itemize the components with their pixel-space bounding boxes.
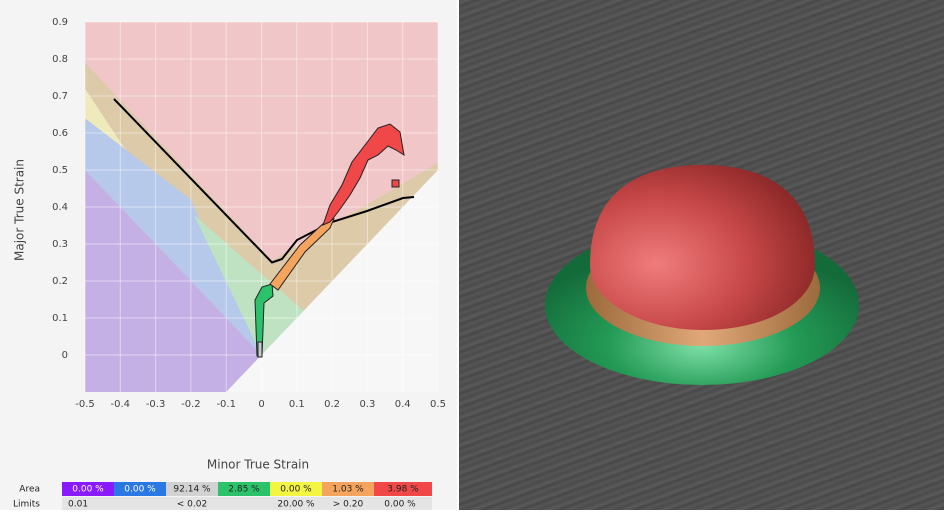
x-tick-label: -0.2 [181,399,201,410]
y-tick-label: 0.4 [52,202,68,213]
strain-fail [391,179,400,188]
area-label: Area [19,485,40,495]
chart: Minor True Strain Major True Strain Area… [13,17,446,510]
area-swatch [270,482,322,496]
area-value: 2.85 % [228,485,260,495]
3d-view [459,0,944,510]
y-tick-label: 0.2 [52,276,68,287]
y-tick-label: 0 [62,350,68,361]
zone-wrinkle [85,118,262,355]
area-value: 1.03 % [332,485,364,495]
area-value: 0.00 % [124,485,156,495]
area-value: 0.00 % [72,485,104,495]
zone-safe [194,215,304,355]
area-swatch [218,482,270,496]
limits-row [62,497,432,510]
strain-low [257,341,263,358]
y-tick-label: 0.3 [52,239,68,250]
area-value: 3.98 % [387,485,419,495]
limit-value: 0.01 [68,500,88,510]
x-axis-title: Minor True Strain [207,458,309,472]
y-tick-label: 0.9 [52,17,68,28]
area-swatch [166,482,218,496]
x-tick-label: -0.5 [75,399,95,410]
x-tick-label: -0.1 [216,399,236,410]
y-tick-label: 0.8 [52,54,68,65]
area-swatch [62,482,114,496]
x-tick-label: -0.3 [146,399,166,410]
area-value: 92.14 % [173,485,211,495]
area-swatch [322,482,374,496]
limit-value: 0.00 % [384,500,416,510]
strain-fail [322,123,405,226]
legend-table: Area Limits 0.00 % 0.00 % 92.14 % 2.85 % 0.0… [13,482,432,510]
x-tick-label: 0.3 [359,399,375,410]
strain-risk [269,218,335,291]
x-tick-label: 0.5 [430,399,446,410]
area-value: 0.00 % [280,485,312,495]
limit-value: < 0.02 [177,500,207,510]
y-tick-label: 0.6 [52,128,68,139]
fld-panel: Minor True Strain Major True Strain Area… [0,0,457,510]
limit-value: > 0.20 [333,500,364,510]
dome-fail [590,165,815,330]
x-tick-label: 0.4 [395,399,411,410]
area-swatch [374,482,432,496]
x-tick-label: 0.1 [289,399,305,410]
limits-label: Limits [13,500,40,510]
strain-cloud [254,123,405,358]
x-tick-label: 0.2 [324,399,340,410]
area-swatch [114,482,166,496]
part-render [545,165,859,385]
zone-unreachable [226,170,438,392]
y-tick-label: 0.1 [52,313,68,324]
x-tick-label: 0 [258,399,264,410]
zone-thickening [85,170,262,392]
y-axis-title: Major True Strain [13,159,27,261]
y-tick-label: 0.5 [52,165,68,176]
x-tick-label: -0.4 [111,399,131,410]
y-tick-label: 0.7 [52,91,68,102]
limit-value: 20.00 % [277,500,315,510]
